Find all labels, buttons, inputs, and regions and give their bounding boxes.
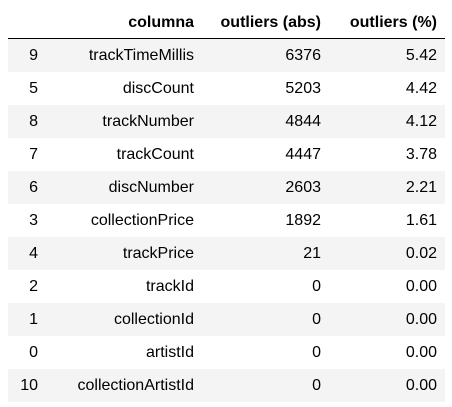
cell-outliers-abs: 6376 (202, 38, 329, 72)
header-columna: columna (46, 8, 202, 39)
cell-outliers-abs: 1892 (202, 204, 329, 237)
table-row: 5 discCount 5203 4.42 (8, 72, 445, 105)
row-index: 4 (8, 237, 46, 270)
cell-outliers-abs: 0 (202, 369, 329, 402)
table-row: 0 artistId 0 0.00 (8, 336, 445, 369)
table-row: 10 collectionArtistId 0 0.00 (8, 369, 445, 402)
outliers-table: columna outliers (abs) outliers (%) 9 tr… (8, 8, 445, 402)
cell-columna: collectionPrice (46, 204, 202, 237)
table-row: 9 trackTimeMillis 6376 5.42 (8, 38, 445, 72)
row-index: 9 (8, 38, 46, 72)
cell-outliers-pct: 0.00 (329, 369, 445, 402)
header-outliers-abs: outliers (abs) (202, 8, 329, 39)
cell-outliers-pct: 0.00 (329, 270, 445, 303)
header-index (8, 8, 46, 39)
cell-outliers-pct: 2.21 (329, 171, 445, 204)
cell-columna: collectionId (46, 303, 202, 336)
cell-outliers-pct: 0.00 (329, 303, 445, 336)
table-row: 3 collectionPrice 1892 1.61 (8, 204, 445, 237)
cell-columna: artistId (46, 336, 202, 369)
cell-outliers-abs: 2603 (202, 171, 329, 204)
cell-outliers-pct: 5.42 (329, 38, 445, 72)
table-row: 6 discNumber 2603 2.21 (8, 171, 445, 204)
cell-outliers-pct: 0.00 (329, 336, 445, 369)
cell-outliers-pct: 4.12 (329, 105, 445, 138)
cell-outliers-pct: 3.78 (329, 138, 445, 171)
table-row: 2 trackId 0 0.00 (8, 270, 445, 303)
cell-outliers-pct: 0.02 (329, 237, 445, 270)
cell-outliers-abs: 4447 (202, 138, 329, 171)
cell-columna: discNumber (46, 171, 202, 204)
cell-outliers-abs: 0 (202, 336, 329, 369)
cell-outliers-abs: 4844 (202, 105, 329, 138)
cell-columna: collectionArtistId (46, 369, 202, 402)
table-row: 8 trackNumber 4844 4.12 (8, 105, 445, 138)
row-index: 0 (8, 336, 46, 369)
table-header: columna outliers (abs) outliers (%) (8, 8, 445, 39)
table-body: 9 trackTimeMillis 6376 5.42 5 discCount … (8, 38, 445, 402)
cell-columna: trackNumber (46, 105, 202, 138)
cell-columna: discCount (46, 72, 202, 105)
cell-columna: trackPrice (46, 237, 202, 270)
table-row: 4 trackPrice 21 0.02 (8, 237, 445, 270)
cell-columna: trackCount (46, 138, 202, 171)
header-row: columna outliers (abs) outliers (%) (8, 8, 445, 39)
row-index: 6 (8, 171, 46, 204)
row-index: 5 (8, 72, 46, 105)
cell-outliers-abs: 21 (202, 237, 329, 270)
row-index: 3 (8, 204, 46, 237)
cell-columna: trackId (46, 270, 202, 303)
cell-outliers-abs: 0 (202, 270, 329, 303)
table-row: 1 collectionId 0 0.00 (8, 303, 445, 336)
cell-outliers-pct: 4.42 (329, 72, 445, 105)
row-index: 1 (8, 303, 46, 336)
cell-columna: trackTimeMillis (46, 38, 202, 72)
row-index: 8 (8, 105, 46, 138)
cell-outliers-pct: 1.61 (329, 204, 445, 237)
header-outliers-pct: outliers (%) (329, 8, 445, 39)
row-index: 10 (8, 369, 46, 402)
row-index: 7 (8, 138, 46, 171)
cell-outliers-abs: 5203 (202, 72, 329, 105)
row-index: 2 (8, 270, 46, 303)
cell-outliers-abs: 0 (202, 303, 329, 336)
table-row: 7 trackCount 4447 3.78 (8, 138, 445, 171)
